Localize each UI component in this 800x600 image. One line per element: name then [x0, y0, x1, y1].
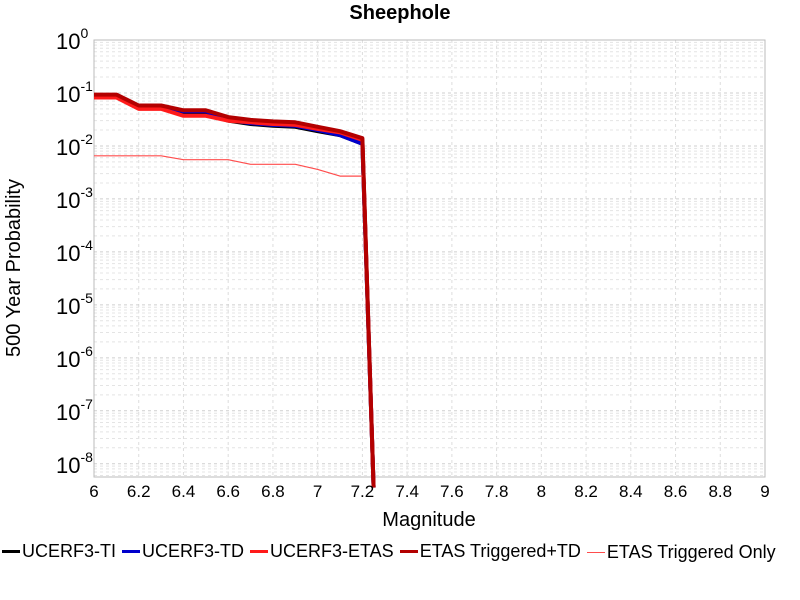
x-axis-label: Magnitude	[382, 509, 475, 531]
x-tick-label: 8.6	[664, 482, 688, 501]
y-axis-ticks: 100 10-1 10-2 10-3 10-4 10-5 10-6 10-7 10-8	[56, 25, 93, 478]
legend: UCERF3-TI UCERF3-TD UCERF3-ETAS ETAS Trigge…	[2, 536, 792, 567]
legend-item: ETAS Triggered+TD	[399, 536, 581, 566]
x-tick-label: 8.8	[708, 482, 732, 501]
x-tick-label: 9	[760, 482, 769, 501]
x-tick-label: 6.8	[261, 482, 285, 501]
series-line-4	[94, 92, 376, 488]
legend-swatch	[122, 549, 140, 553]
y-tick-label: 10-2	[56, 131, 93, 160]
chart-title: Sheephole	[349, 2, 450, 24]
y-tick-label: 10-5	[56, 290, 93, 319]
legend-swatch	[250, 549, 268, 553]
legend-item: UCERF3-ETAS	[250, 536, 394, 566]
legend-item: UCERF3-TD	[122, 536, 244, 566]
x-tick-label: 6.2	[127, 482, 151, 501]
y-axis-label: 500 Year Probability	[3, 179, 25, 357]
x-tick-label: 6	[89, 482, 98, 501]
x-tick-label: 7.4	[395, 482, 419, 501]
y-tick-label: 10-4	[56, 237, 93, 266]
legend-label: ETAS Triggered+TD	[419, 540, 581, 561]
legend-label: UCERF3-TI	[22, 540, 116, 561]
x-axis-ticks: 6 6.2 6.4 6.6 6.8 7 7.2 7.4 7.6 7.8 8 8.2 8.4 8.6 8.8 9	[89, 482, 769, 501]
y-tick-label: 100	[56, 25, 88, 54]
legend-swatch	[399, 549, 418, 553]
series-layer	[94, 92, 376, 488]
legend-swatch	[586, 551, 605, 553]
x-tick-label: 7	[313, 482, 322, 501]
plot-area	[93, 39, 766, 478]
legend-swatch	[2, 549, 20, 553]
x-tick-label: 8	[537, 482, 546, 501]
legend-item: UCERF3-TI	[2, 536, 116, 566]
y-tick-label: 10-3	[56, 184, 93, 213]
legend-label: UCERF3-ETAS	[270, 540, 394, 561]
legend-item: ETAS Triggered Only	[586, 537, 776, 567]
x-tick-label: 7.8	[485, 482, 509, 501]
legend-label: UCERF3-TD	[142, 540, 244, 561]
x-tick-label: 8.2	[574, 482, 598, 501]
y-tick-label: 10-6	[56, 343, 93, 372]
legend-label: ETAS Triggered Only	[606, 541, 776, 562]
x-tick-label: 7.6	[440, 482, 464, 501]
x-tick-label: 7.2	[351, 482, 375, 501]
x-tick-label: 6.6	[216, 482, 240, 501]
y-tick-label: 10-8	[56, 449, 93, 478]
y-tick-label: 10-1	[56, 78, 93, 107]
x-tick-label: 6.4	[172, 482, 196, 501]
y-tick-label: 10-7	[56, 396, 93, 425]
series-line-5	[94, 155, 363, 177]
x-tick-label: 8.4	[619, 482, 643, 501]
